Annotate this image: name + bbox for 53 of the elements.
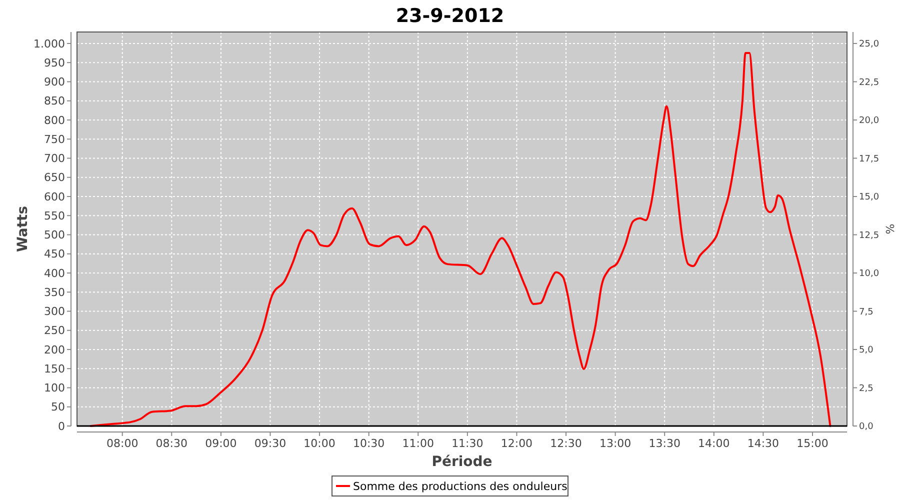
x-tick-label: 10:30 (352, 437, 385, 450)
y2-tick-label: 0,0 (859, 422, 874, 432)
legend-label: Somme des productions des onduleurs (353, 480, 568, 493)
x-tick-label: 14:30 (747, 437, 780, 450)
line-series (90, 52, 832, 427)
y2-tick-label: 7,5 (859, 307, 874, 318)
y2-axis-title: % (884, 224, 897, 234)
y-axis-title: Watts (15, 206, 31, 252)
y-tick-label: 150 (44, 362, 65, 376)
y-tick-label: 200 (44, 343, 65, 356)
x-tick-label: 12:00 (500, 437, 533, 450)
y2-tick-label: 12,5 (859, 230, 880, 241)
y-tick-label: 0 (58, 420, 65, 433)
y-tick-label: 700 (44, 152, 65, 166)
x-tick-label: 15:00 (796, 437, 828, 450)
y-tick-label: 600 (44, 190, 65, 204)
y-tick-label: 400 (44, 266, 65, 280)
y-tick-label: 450 (44, 248, 65, 261)
y2-tick-label: 10,0 (859, 269, 880, 280)
x-tick-label: 08:00 (106, 437, 138, 450)
x-axis-title: Période (432, 454, 492, 470)
y-tick-label: 1.000 (34, 37, 65, 50)
y-tick-label: 550 (44, 209, 65, 222)
x-tick-label: 13:00 (599, 437, 632, 450)
x-tick-label: 13:30 (648, 437, 680, 450)
x-tick-label: 14:00 (698, 437, 730, 450)
y-tick-label: 900 (44, 76, 65, 89)
y2-tick-label: 20,0 (859, 116, 880, 126)
x-tick-label: 09:30 (254, 437, 286, 450)
x-tick-label: 11:00 (402, 437, 434, 450)
x-tick-label: 12:30 (550, 437, 582, 450)
x-tick-label: 08:30 (156, 437, 188, 450)
y2-tick-label: 2,5 (859, 384, 874, 394)
y2-tick-label: 15,0 (859, 192, 880, 203)
y-tick-label: 950 (44, 56, 65, 70)
y-tick-label: 750 (44, 132, 65, 146)
y-tick-label: 500 (44, 228, 65, 242)
y-tick-label: 300 (44, 305, 65, 318)
chart-title: 23-9-2012 (396, 5, 504, 27)
y-tick-label: 100 (44, 382, 65, 395)
y-tick-label: 50 (51, 400, 65, 414)
y-tick-label: 650 (44, 171, 65, 184)
y2-tick-label: 25,0 (859, 40, 880, 50)
y2-tick-label: 17,5 (859, 154, 880, 164)
y2-tick-label: 5,0 (859, 346, 874, 356)
y-tick-label: 350 (44, 286, 65, 299)
x-tick-label: 09:00 (205, 437, 237, 450)
y-tick-label: 850 (44, 94, 65, 108)
y-tick-label: 250 (44, 324, 65, 338)
y2-tick-label: 22,5 (859, 78, 880, 88)
y-tick-label: 800 (44, 114, 65, 127)
x-tick-label: 10:00 (304, 437, 336, 450)
x-tick-label: 11:30 (452, 437, 484, 450)
